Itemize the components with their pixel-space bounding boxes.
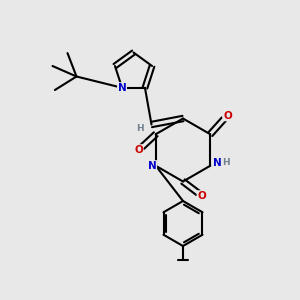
Text: O: O (223, 111, 232, 121)
Text: O: O (134, 145, 143, 155)
Text: N: N (118, 83, 126, 93)
Text: N: N (212, 158, 221, 168)
Text: H: H (136, 124, 144, 133)
Text: H: H (222, 158, 230, 167)
Text: O: O (197, 191, 206, 201)
Text: N: N (148, 161, 157, 171)
